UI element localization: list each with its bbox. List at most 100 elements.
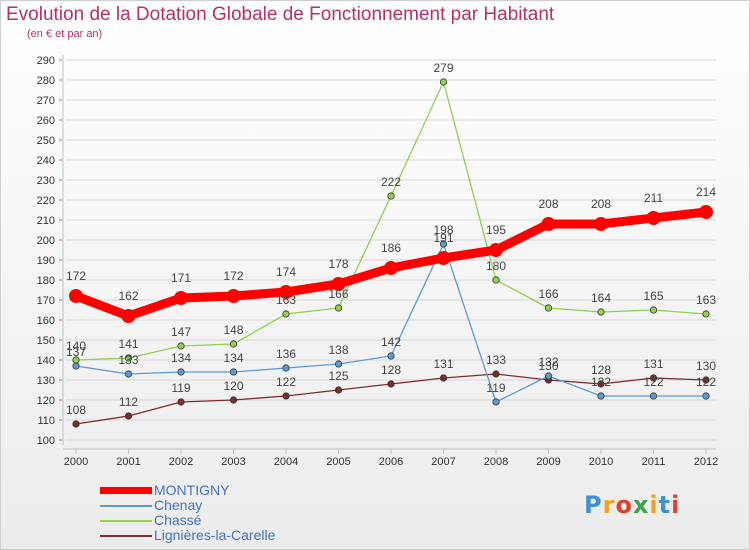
data-point-chasse (439, 78, 448, 86)
data-label-chasse: 222 (381, 175, 401, 189)
data-label-chasse: 164 (591, 291, 611, 305)
data-point-chenay (649, 392, 658, 400)
data-point-lignieres (492, 370, 500, 378)
y-tick-label: 290 (37, 55, 55, 67)
chart-title: Evolution de la Dotation Globale de Fonc… (6, 4, 555, 25)
x-tick-label: 2005 (326, 456, 350, 468)
chart-subtitle: (en € et par an) (27, 28, 103, 40)
x-tick-label: 2009 (536, 456, 560, 468)
y-tick-label: 260 (37, 115, 55, 127)
legend-swatch-chenay (100, 505, 152, 507)
legend-swatch-montigny (100, 487, 152, 494)
data-point-lignieres (229, 396, 238, 404)
data-label-chenay: 132 (538, 355, 558, 369)
data-label-montigny: 191 (433, 231, 453, 245)
data-label-chenay: 136 (276, 347, 296, 361)
data-label-chasse: 166 (328, 287, 348, 301)
data-point-montigny (226, 289, 241, 303)
data-point-montigny (646, 211, 661, 225)
data-label-montigny: 195 (486, 223, 506, 237)
x-tick-label: 2003 (221, 456, 245, 468)
data-label-chasse: 148 (223, 323, 243, 337)
data-label-montigny: 162 (118, 289, 138, 303)
logo-letter: x (632, 491, 650, 519)
data-point-montigny (279, 285, 293, 299)
data-point-chasse (72, 356, 80, 364)
y-tick-label: 270 (37, 95, 55, 107)
y-tick-label: 220 (37, 195, 55, 207)
y-tick-label: 210 (37, 215, 55, 227)
data-label-chenay: 122 (643, 375, 663, 389)
y-tick-label: 130 (37, 375, 55, 387)
data-label-lignieres: 125 (328, 369, 348, 383)
data-label-chasse: 147 (171, 325, 191, 339)
x-tick-label: 2006 (379, 456, 403, 468)
data-label-montigny: 208 (538, 197, 558, 211)
data-label-lignieres: 130 (696, 359, 716, 373)
data-point-chenay (282, 364, 290, 372)
x-tick-label: 2002 (169, 456, 193, 468)
data-label-chasse: 163 (276, 293, 296, 307)
data-point-montigny (699, 205, 713, 219)
x-tick-label: 2001 (116, 456, 140, 468)
legend-label-lignieres: Lignières-la-Carelle (154, 527, 276, 543)
x-tick-label: 2000 (64, 456, 88, 468)
y-tick-label: 170 (37, 295, 55, 307)
x-tick-label: 2008 (484, 456, 508, 468)
legend-swatch-chasse (100, 520, 152, 522)
data-point-chenay (439, 240, 448, 248)
data-point-chasse (177, 342, 185, 350)
x-tick-label: 2012 (694, 456, 718, 468)
data-point-chasse (334, 304, 343, 312)
data-point-chasse (649, 306, 658, 314)
data-point-montigny (174, 291, 188, 305)
data-point-chasse (597, 308, 605, 316)
data-point-chenay (597, 392, 605, 400)
data-label-lignieres: 120 (223, 379, 243, 393)
data-label-chasse: 141 (118, 337, 138, 351)
data-label-montigny: 172 (223, 269, 243, 283)
data-label-lignieres: 131 (433, 357, 453, 371)
data-point-montigny (489, 243, 503, 257)
data-label-chasse: 140 (66, 339, 86, 353)
data-point-montigny (384, 261, 398, 275)
logo-letter: i (671, 491, 681, 519)
x-tick-label: 2004 (274, 456, 298, 468)
y-tick-label: 100 (37, 435, 55, 447)
data-label-chenay: 122 (696, 375, 716, 389)
data-label-lignieres: 130 (538, 359, 558, 373)
data-label-lignieres: 128 (381, 363, 401, 377)
data-point-chenay (124, 370, 133, 378)
data-point-lignieres (72, 420, 80, 428)
data-label-chasse: 166 (538, 287, 558, 301)
y-tick-label: 250 (37, 135, 55, 147)
data-label-chenay: 134 (171, 351, 191, 365)
data-label-chenay: 198 (433, 223, 453, 237)
y-tick-label: 280 (37, 75, 55, 87)
logo-letter: r (602, 491, 616, 519)
data-point-lignieres (124, 412, 133, 420)
data-label-chasse: 165 (643, 289, 663, 303)
x-tick-label: 2011 (642, 456, 666, 468)
data-label-chenay: 142 (381, 335, 401, 349)
data-label-lignieres: 108 (66, 403, 86, 417)
legend-label-chenay: Chenay (154, 497, 203, 513)
y-tick-label: 150 (37, 335, 55, 347)
data-label-chenay: 134 (223, 351, 243, 365)
data-point-chasse (387, 192, 395, 200)
data-label-chenay: 119 (486, 381, 505, 395)
data-point-montigny (594, 217, 608, 231)
data-label-chasse: 163 (696, 293, 716, 307)
data-point-montigny (331, 277, 346, 291)
data-label-lignieres: 133 (486, 353, 506, 367)
data-point-lignieres (597, 380, 605, 388)
data-point-montigny (541, 217, 556, 231)
data-point-chenay (334, 360, 343, 368)
data-point-chasse (124, 354, 133, 362)
data-label-lignieres: 119 (171, 381, 190, 395)
data-point-chenay (177, 368, 185, 376)
legend-label-montigny: MONTIGNY (154, 482, 230, 498)
data-label-chenay: 138 (328, 343, 348, 357)
data-point-chenay (544, 372, 553, 380)
logo-letter: i (649, 491, 659, 519)
